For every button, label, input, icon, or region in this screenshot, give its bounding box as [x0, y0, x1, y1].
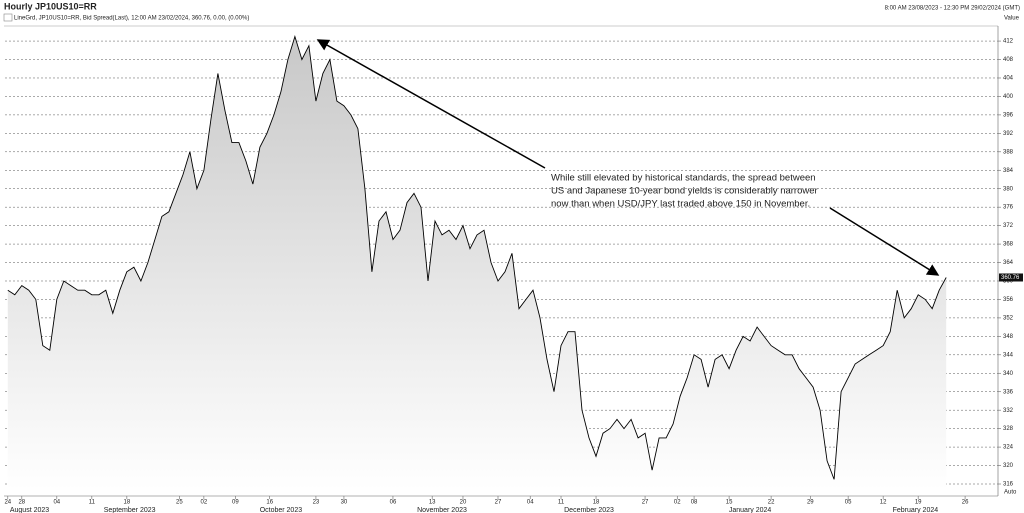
area [7, 36, 947, 490]
y-tick-label: 408 [1003, 57, 1014, 63]
last-value-label: 360.76 [1001, 275, 1020, 281]
x-tick-label: 18 [124, 500, 131, 506]
annotation-line: US and Japanese 10-year bond yields is c… [551, 186, 818, 197]
y-tick-label: 328 [1003, 426, 1014, 432]
x-tick-label: 16 [266, 500, 273, 506]
x-tick-label: 23 [313, 500, 320, 506]
x-tick-label: 29 [807, 500, 814, 506]
x-tick-label: 20 [460, 500, 467, 506]
x-tick-label: 30 [341, 500, 348, 506]
y-tick-label: 404 [1003, 76, 1014, 82]
x-tick-label: 26 [962, 500, 969, 506]
y-tick-label: 380 [1003, 186, 1014, 192]
time-range: 8:00 AM 23/08/2023 - 12:30 PM 29/02/2024… [885, 6, 1020, 12]
y-tick-label: 384 [1003, 168, 1014, 174]
x-tick-label: 05 [845, 500, 852, 506]
y-tick-label: 360 [1003, 279, 1014, 285]
x-tick-label: 02 [201, 500, 208, 506]
y-tick-label: 368 [1003, 242, 1014, 248]
x-tick-label: 06 [390, 500, 397, 506]
x-tick-label: 27 [642, 500, 649, 506]
x-group-label: August 2023 [10, 507, 49, 513]
y-tick-label: 348 [1003, 334, 1014, 340]
x-group-label: October 2023 [260, 507, 303, 513]
legend-icon [3, 13, 13, 22]
x-tick-label: 27 [495, 500, 502, 506]
x-group-label: February 2024 [893, 507, 939, 513]
y-tick-label: 344 [1003, 352, 1014, 358]
y-tick-label: 352 [1003, 315, 1014, 321]
x-tick-label: 02 [674, 500, 681, 506]
x-tick-label: 15 [726, 500, 733, 506]
x-tick-label: 28 [18, 500, 25, 506]
x-tick-label: 24 [4, 500, 11, 506]
x-tick-label: 18 [593, 500, 600, 506]
x-tick-label: 08 [691, 500, 698, 506]
x-tick-label: 04 [53, 500, 60, 506]
y-tick-label: 340 [1003, 371, 1014, 377]
x-tick-label: 12 [880, 500, 887, 506]
y-tick-label: 332 [1003, 408, 1014, 414]
x-group-label: September 2023 [104, 507, 156, 513]
y-tick-label: 324 [1003, 445, 1014, 451]
last-value-box [999, 273, 1023, 282]
y-tick-label: 392 [1003, 131, 1014, 137]
chart-title: Hourly JP10US10=RR [4, 1, 97, 11]
y-tick-label: 356 [1003, 297, 1014, 303]
x-tick-label: 19 [915, 500, 922, 506]
annotation-arrow [829, 207, 940, 276]
y-tick-label: 396 [1003, 112, 1014, 118]
y-tick-label: 388 [1003, 149, 1014, 155]
x-tick-label: 11 [89, 500, 96, 506]
x-tick-label: 25 [176, 500, 183, 506]
y-tick-label: 316 [1003, 482, 1014, 488]
line [7, 34, 947, 480]
y-tick-label: 376 [1003, 205, 1014, 211]
x-tick-label: 22 [768, 500, 775, 506]
x-group-label: November 2023 [417, 507, 467, 513]
x-group-label: December 2023 [564, 507, 614, 513]
annotation-line: While still elevated by historical stand… [551, 173, 816, 184]
legend-text: LineGrd, JP10US10=RR, Bid Spread(Last), … [14, 16, 249, 22]
corner-label: Auto [1004, 490, 1017, 496]
x-tick-label: 13 [429, 500, 436, 506]
y-tick-label: 412 [1003, 39, 1014, 45]
y-tick-label: 400 [1003, 94, 1014, 100]
annotation-line: now than when USD/JPY last traded above … [551, 199, 810, 210]
y-tick-label: 364 [1003, 260, 1014, 266]
y-axis-label: Value [1004, 16, 1020, 22]
x-tick-label: 09 [232, 500, 239, 506]
x-tick-label: 04 [527, 500, 534, 506]
title-bar [0, 0, 1024, 13]
annotation-arrow [316, 39, 546, 169]
y-tick-label: 336 [1003, 389, 1014, 395]
y-tick-label: 320 [1003, 463, 1014, 469]
x-tick-label: 11 [558, 500, 565, 506]
x-group-label: January 2024 [729, 507, 772, 513]
y-tick-label: 372 [1003, 223, 1014, 229]
